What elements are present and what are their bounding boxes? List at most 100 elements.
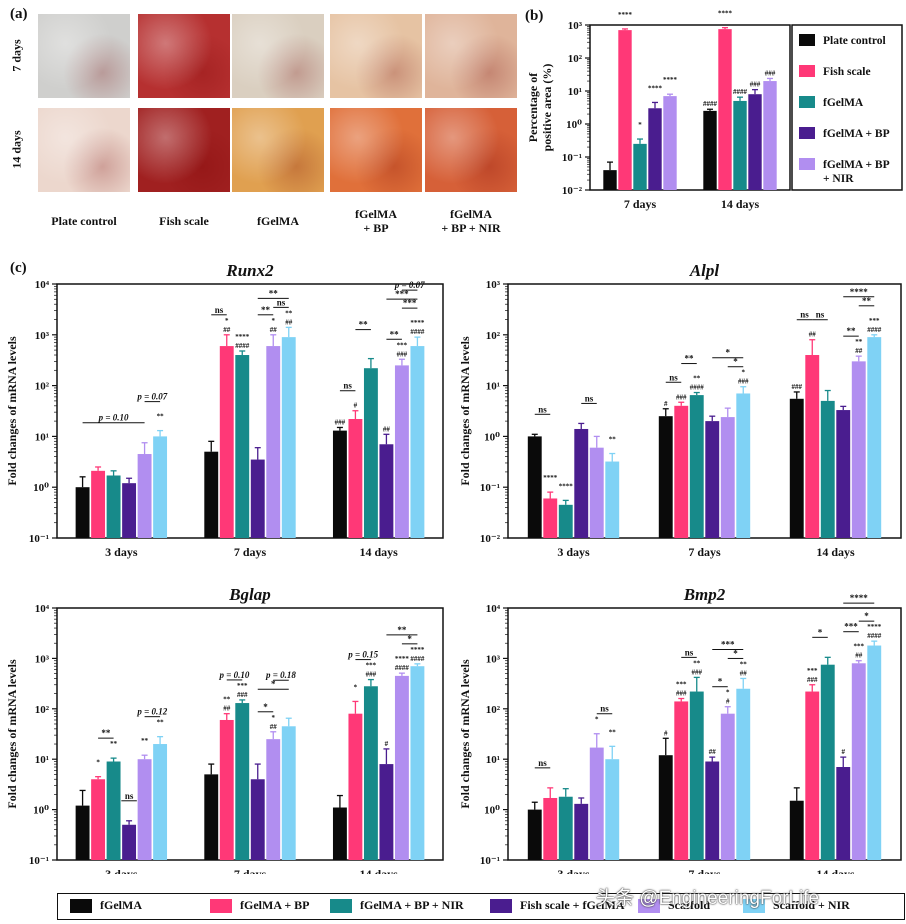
plot-frame <box>507 283 902 539</box>
significance-mark: **** <box>663 76 678 84</box>
bar <box>250 779 265 860</box>
comparison-label: ns <box>538 404 547 414</box>
significance-mark: ## <box>740 669 748 677</box>
significance-mark: * <box>742 369 746 377</box>
significance-mark: **** <box>543 474 558 482</box>
significance-mark: *** <box>676 681 687 689</box>
bar <box>558 504 573 538</box>
comparison-label: p = 0.15 <box>347 650 378 660</box>
bar <box>235 703 250 860</box>
y-tick-label: 10⁻¹ <box>29 533 49 545</box>
bar <box>805 691 820 860</box>
photo-14d-1 <box>138 108 230 192</box>
significance-mark: ### <box>237 691 248 699</box>
significance-mark: ## <box>709 748 717 756</box>
comparison-label: * <box>864 611 869 621</box>
bar <box>410 666 425 860</box>
significance-mark: #### <box>690 384 705 392</box>
photo-7d-2 <box>232 14 324 98</box>
significance-mark: **** <box>648 84 663 92</box>
column-label: Plate control <box>51 214 117 228</box>
significance-mark: ### <box>676 690 687 698</box>
chart-title: Bglap <box>228 585 271 604</box>
y-axis-label: Fold changes of mRNA levels <box>458 659 472 809</box>
bar <box>204 774 219 860</box>
bar <box>618 30 632 190</box>
comparison-label: * <box>733 648 738 658</box>
bar <box>235 355 250 538</box>
significance-mark: **** <box>235 333 250 341</box>
photo-14d-4 <box>425 108 517 192</box>
y-tick-label: 10⁻² <box>480 533 501 545</box>
comparison-label: **** <box>850 593 869 603</box>
column-label: Fish scale <box>159 214 209 228</box>
legend-label: Fish scale + fGelMA <box>520 898 625 912</box>
significance-mark: #### <box>410 328 425 336</box>
legend-swatch <box>799 158 815 170</box>
significance-mark: # <box>664 729 668 737</box>
bar <box>674 701 689 860</box>
significance-mark: *** <box>397 341 408 349</box>
significance-mark: ** <box>285 309 293 317</box>
significance-mark: ** <box>157 719 165 727</box>
comparison-label: * <box>818 627 823 637</box>
comparison-label: ** <box>397 625 407 635</box>
significance-mark: #### <box>703 100 718 108</box>
significance-mark: #### <box>867 632 882 640</box>
y-tick-label: 10⁰ <box>33 482 49 494</box>
y-tick-label: 10¹ <box>486 381 500 393</box>
legend-c: fGelMA fGelMA + BP fGelMA + BP + NIR Fish s… <box>57 893 905 920</box>
significance-mark: ** <box>609 436 617 444</box>
y-tick-label: 10⁰ <box>484 431 500 443</box>
photo-7d-0 <box>38 14 130 98</box>
significance-mark: *** <box>807 667 818 675</box>
bar <box>543 797 558 860</box>
significance-mark: * <box>96 759 100 767</box>
legend-label: Fish scale <box>823 66 871 78</box>
legend-label: Scaffold <box>668 898 710 912</box>
significance-mark: ### <box>765 69 776 77</box>
y-tick-label: 10⁻¹ <box>29 855 49 867</box>
bar <box>379 444 394 538</box>
significance-mark: # <box>664 400 668 408</box>
significance-mark: ** <box>855 338 863 346</box>
x-tick-label: 7 days <box>234 545 267 559</box>
bar <box>91 470 106 538</box>
bar <box>204 451 219 538</box>
significance-mark: ## <box>223 326 231 334</box>
significance-mark: ## <box>285 318 293 326</box>
comparison-label: p = 0.12 <box>136 707 167 717</box>
bar <box>394 365 409 538</box>
legend-swatch <box>330 899 352 913</box>
bar <box>789 800 804 860</box>
bar <box>836 410 851 538</box>
comparison-label: ** <box>359 320 369 330</box>
y-tick-label: 10¹ <box>35 754 49 766</box>
significance-mark: * <box>595 716 599 724</box>
comparison-label: *** <box>844 622 858 632</box>
y-tick-label: 10¹ <box>486 754 500 766</box>
y-tick-label: 10³ <box>486 279 501 291</box>
legend-swatch <box>799 65 815 77</box>
legend-swatch <box>799 96 815 108</box>
significance-mark: #### <box>235 342 250 350</box>
significance-mark: ### <box>335 418 346 426</box>
significance-mark: *** <box>869 317 880 325</box>
y-tick-label: 10⁻¹ <box>480 855 500 867</box>
y-tick-label: 10³ <box>486 653 501 665</box>
bar <box>379 764 394 860</box>
x-tick-label: 14 days <box>721 197 760 211</box>
legend-label: fGelMA + BP <box>240 898 310 912</box>
significance-mark: # <box>354 402 358 410</box>
bar <box>266 346 281 538</box>
y-tick-label: 10¹ <box>568 86 582 98</box>
bar <box>589 447 604 538</box>
comparison-label: ** <box>269 288 279 298</box>
comparison-label: p = 0.18 <box>265 670 296 680</box>
bar <box>763 81 777 190</box>
y-tick-label: 10⁻¹ <box>562 152 582 164</box>
significance-mark: ### <box>750 81 761 89</box>
significance-mark: **** <box>559 482 574 490</box>
bar <box>733 100 747 190</box>
bar <box>574 428 589 538</box>
